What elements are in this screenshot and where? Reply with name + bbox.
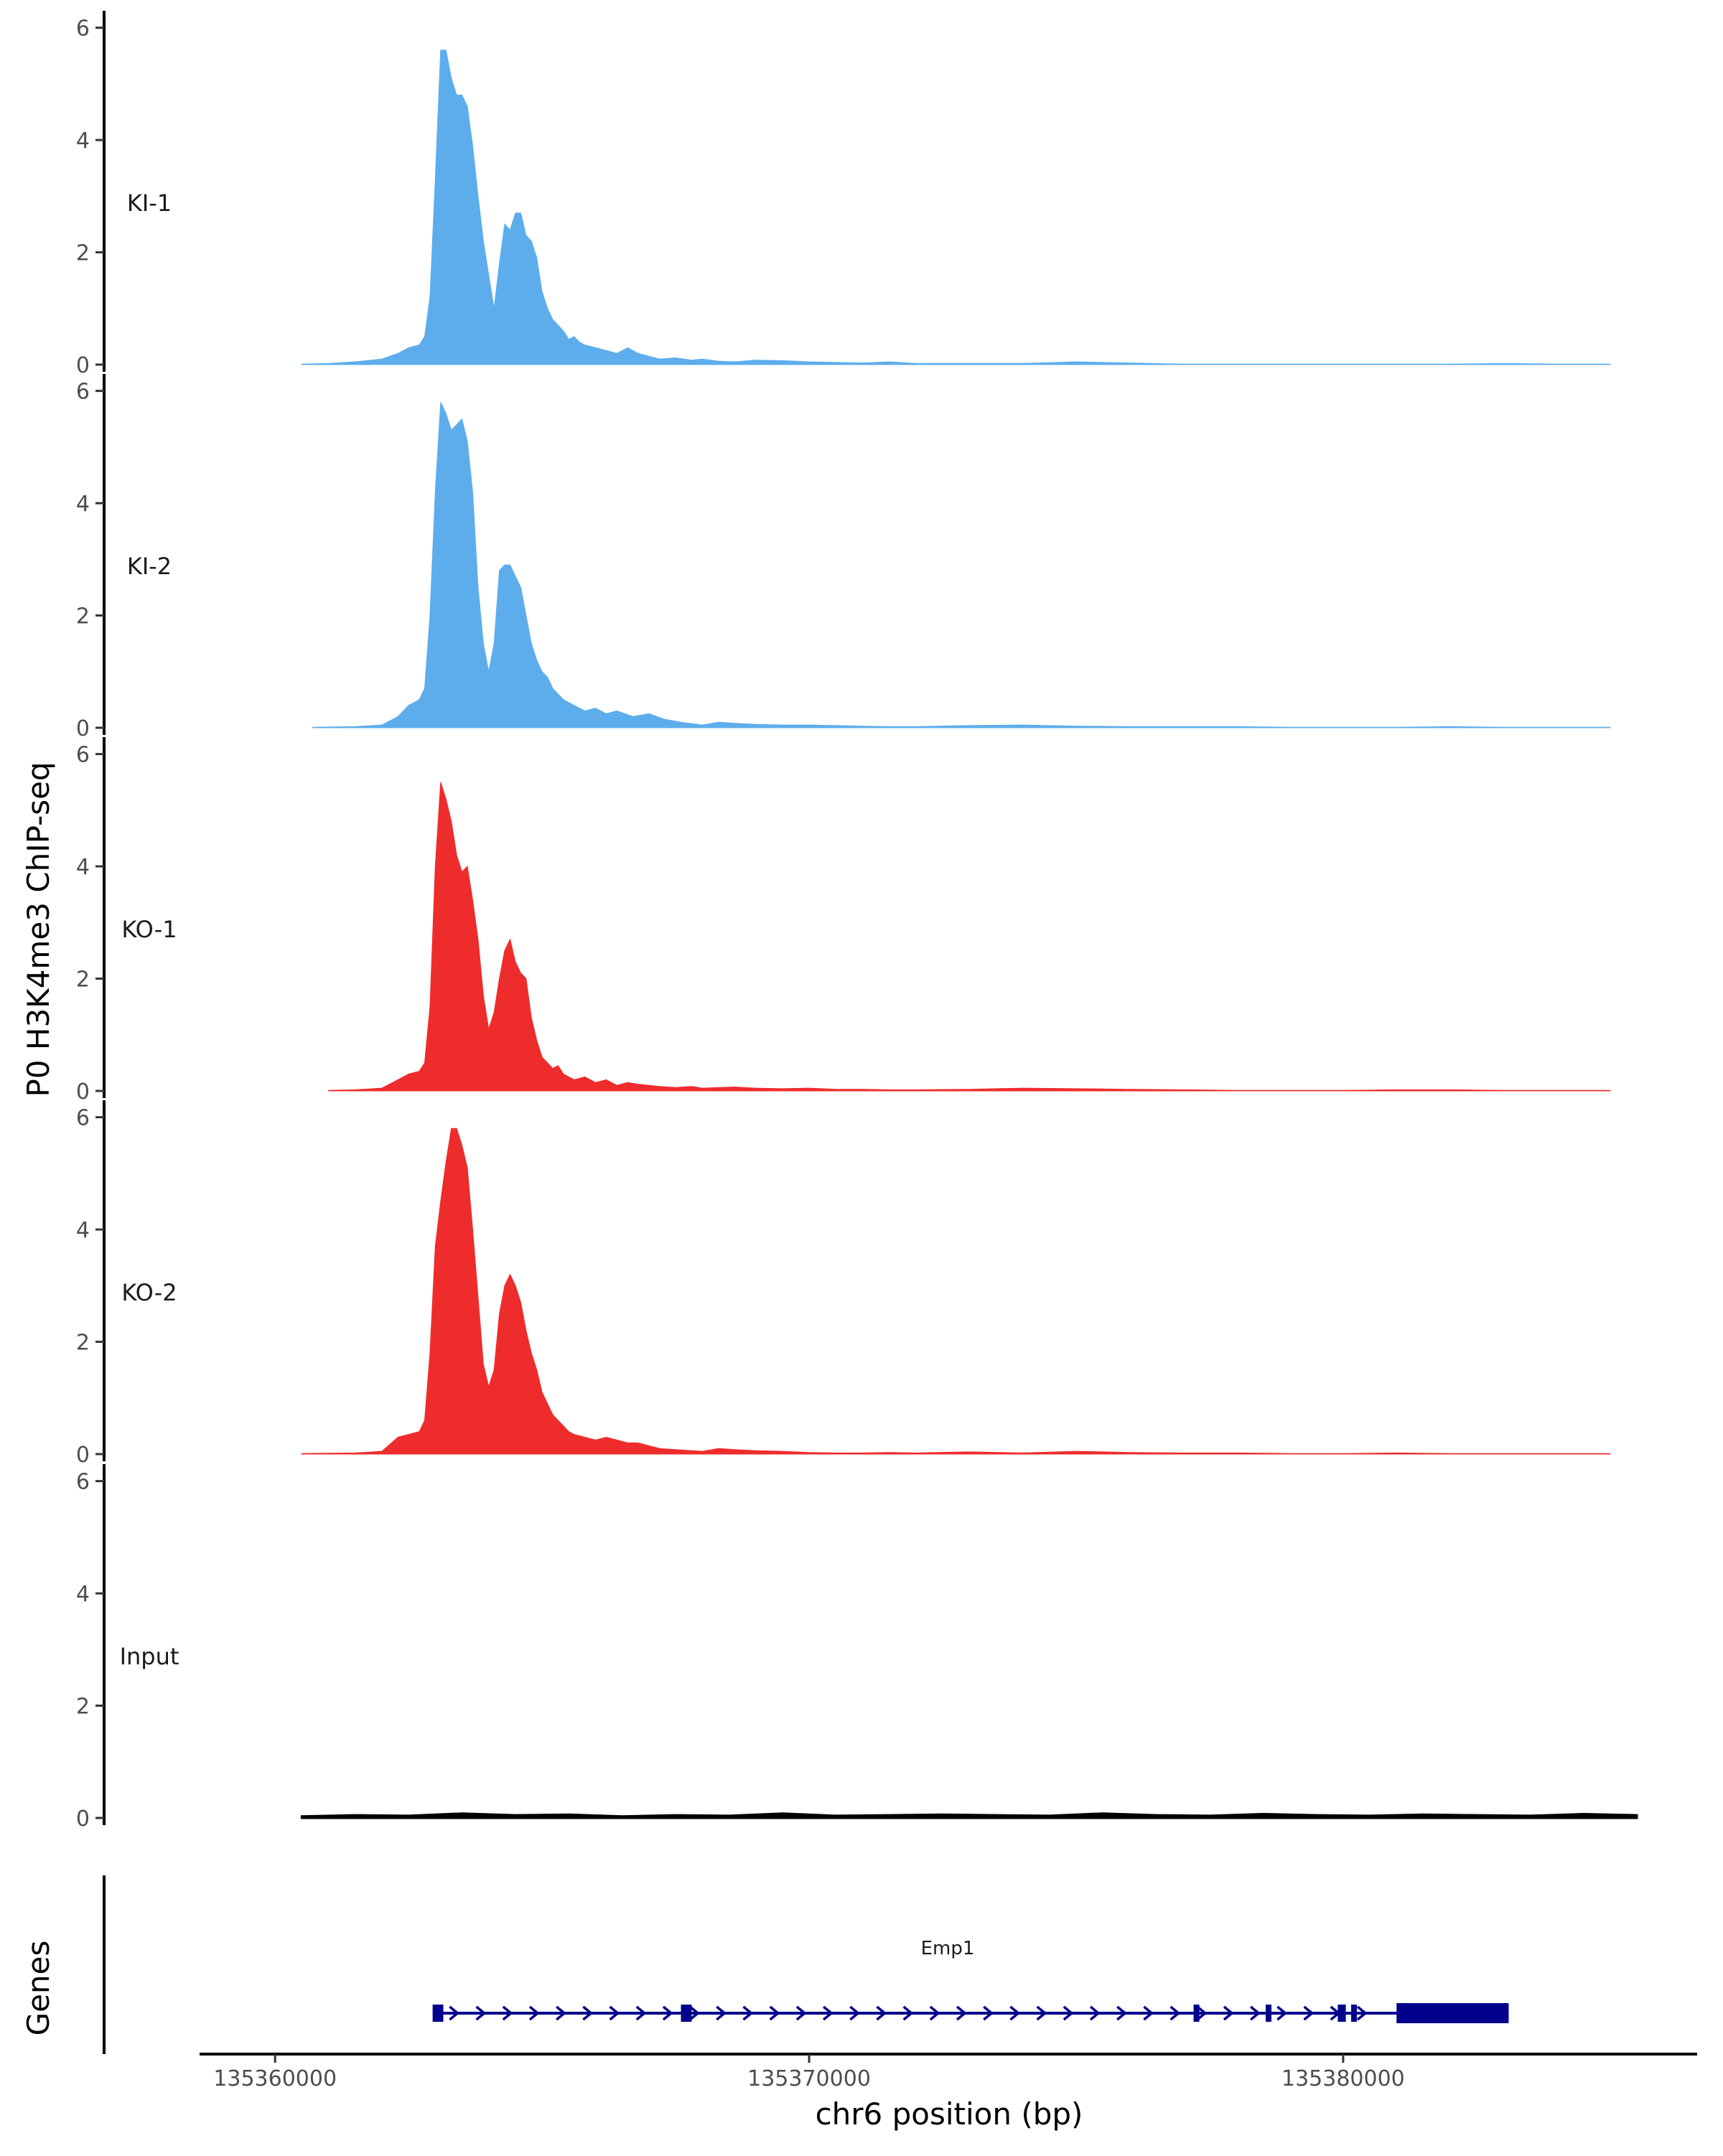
x-tick-label: 135380000 (1281, 2066, 1405, 2091)
strand-arrow (1356, 2005, 1368, 2021)
track-label: Input (120, 1643, 179, 1670)
strand-arrow (1116, 2005, 1127, 2021)
strand-arrow (1223, 2005, 1234, 2021)
strand-arrow (929, 2005, 940, 2021)
y-tick-label: 4 (76, 128, 90, 154)
y-tick-label: 6 (76, 380, 90, 405)
track-label: KI-1 (127, 189, 172, 217)
y-tick-label: 2 (76, 604, 90, 629)
strand-arrow (956, 2005, 967, 2021)
y-tick-label: 0 (76, 1079, 90, 1105)
strand-arrow (582, 2005, 594, 2021)
strand-arrow (769, 2005, 780, 2021)
strand-arrow (1303, 2005, 1315, 2021)
y-tick-label: 4 (76, 1218, 90, 1243)
gene-exon (432, 2005, 444, 2022)
strand-arrow (1250, 2005, 1261, 2021)
y-tick-label: 2 (76, 967, 90, 993)
y-tick-label: 4 (76, 492, 90, 517)
coverage-tracks: 0 2 4 6 KI-1 0 2 4 6 KI-2 0 2 4 6 KO-1 0 2 4 6 KO-2 0 2 4 6 Inpu… (76, 11, 1638, 1832)
strand-arrow (902, 2005, 914, 2021)
coverage-area-input (300, 1812, 1638, 1819)
strand-arrow (1009, 2005, 1021, 2021)
strand-arrow (502, 2005, 513, 2021)
genes-axis-title: Genes (21, 1941, 56, 2036)
genes-panel: Emp1 (103, 1875, 1509, 2054)
y-tick-label: 2 (76, 241, 90, 266)
strand-arrow (822, 2005, 834, 2021)
track-label: KO-2 (121, 1279, 177, 1306)
track-label: KO-1 (121, 916, 177, 943)
strand-arrow (876, 2005, 887, 2021)
gene-exon (1337, 2005, 1346, 2022)
y-tick-label: 6 (76, 1106, 90, 1131)
strand-arrow (716, 2005, 727, 2021)
strand-arrow (1089, 2005, 1101, 2021)
track-ki-1: 0 2 4 6 KI-1 (76, 11, 1611, 378)
y-tick-label: 2 (76, 1695, 90, 1720)
x-tick-label: 135360000 (213, 2066, 337, 2091)
track-ko-1: 0 2 4 6 KO-1 (76, 737, 1611, 1105)
strand-arrow (556, 2005, 566, 2021)
y-tick-label: 6 (76, 743, 90, 768)
coverage-area-ki-2 (312, 402, 1611, 728)
y-tick-label: 2 (76, 1331, 90, 1356)
x-axis: 135360000 135370000 135380000 (200, 2053, 1697, 2091)
track-ko-2: 0 2 4 6 KO-2 (76, 1100, 1611, 1468)
y-tick-label: 6 (76, 1470, 90, 1495)
strand-arrow (1169, 2005, 1181, 2021)
track-ki-2: 0 2 4 6 KI-2 (76, 374, 1611, 741)
track-label: KI-2 (127, 553, 172, 580)
y-tick-label: 0 (76, 1443, 90, 1468)
coverage-area-ko-2 (301, 1128, 1611, 1455)
strand-arrow (528, 2005, 540, 2021)
gene-exon (1396, 2003, 1509, 2023)
gene-exon (1266, 2005, 1272, 2022)
strand-arrow (1196, 2005, 1208, 2021)
x-tick-label: 135370000 (747, 2066, 871, 2091)
y-tick-label: 4 (76, 1582, 90, 1607)
strand-arrow (1036, 2005, 1047, 2021)
strand-arrow (742, 2005, 754, 2021)
y-tick-label: 0 (76, 716, 90, 741)
y-tick-label: 4 (76, 855, 90, 880)
x-axis-title: chr6 position (bp) (816, 2096, 1083, 2132)
strand-arrow (662, 2005, 673, 2021)
track-input: 0 2 4 6 Input (76, 1464, 1638, 1832)
coverage-area-ko-1 (328, 782, 1611, 1092)
strand-arrow (795, 2005, 807, 2021)
strand-arrow (609, 2005, 620, 2021)
gene-exon (681, 2005, 692, 2022)
strand-arrow (849, 2005, 861, 2021)
y-tick-label: 6 (76, 17, 90, 42)
y-tick-label: 0 (76, 1806, 90, 1832)
y-tick-label: 0 (76, 353, 90, 378)
gene-exon (1351, 2005, 1358, 2022)
strand-arrow (689, 2005, 700, 2021)
strand-arrow (635, 2005, 647, 2021)
gene-name-label: Emp1 (921, 1938, 975, 1959)
strand-arrow (1143, 2005, 1154, 2021)
strand-arrow (983, 2005, 994, 2021)
strand-arrow (475, 2005, 487, 2021)
y-axis-title: P0 H3K4me3 ChIP-seq (21, 761, 56, 1097)
strand-arrow (1276, 2005, 1288, 2021)
gene-exon (1193, 2005, 1200, 2022)
coverage-area-ki-1 (301, 50, 1611, 365)
strand-arrow (449, 2005, 460, 2021)
strand-arrow (1063, 2005, 1074, 2021)
